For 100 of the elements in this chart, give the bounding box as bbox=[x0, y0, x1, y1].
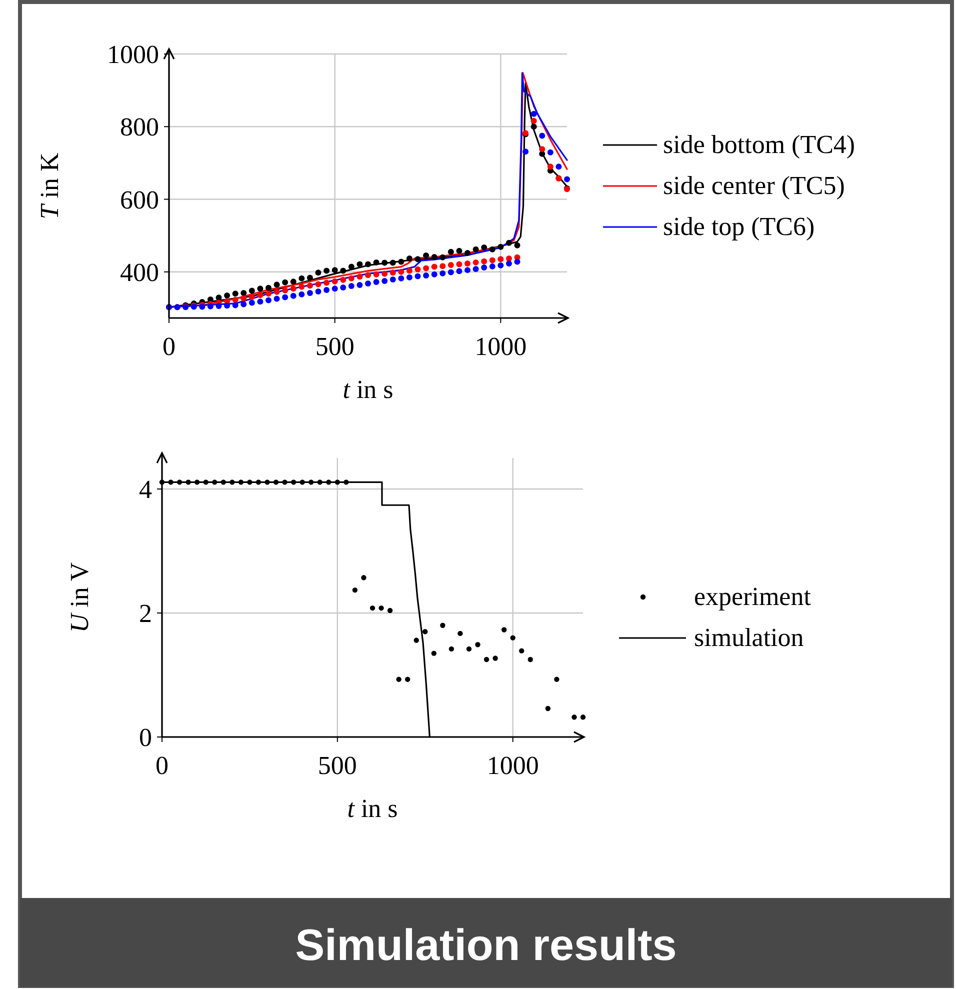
point bbox=[340, 268, 346, 274]
point bbox=[423, 265, 430, 272]
point bbox=[332, 278, 338, 284]
point bbox=[216, 303, 222, 310]
point bbox=[431, 650, 436, 656]
point bbox=[530, 124, 537, 130]
point bbox=[356, 282, 363, 288]
point bbox=[365, 272, 371, 278]
point bbox=[282, 279, 288, 286]
point bbox=[466, 646, 472, 652]
point bbox=[332, 267, 338, 274]
point bbox=[522, 148, 529, 155]
point bbox=[530, 118, 537, 124]
point bbox=[298, 284, 305, 290]
point bbox=[501, 627, 507, 632]
point bbox=[361, 575, 366, 580]
point bbox=[356, 261, 363, 268]
x-tick-label: 500 bbox=[318, 751, 357, 780]
legend-label: experiment bbox=[694, 582, 812, 611]
point bbox=[232, 302, 238, 308]
point bbox=[370, 605, 376, 611]
point bbox=[506, 260, 512, 267]
point bbox=[530, 110, 537, 117]
point bbox=[387, 608, 393, 614]
point bbox=[448, 269, 454, 276]
point bbox=[448, 262, 454, 268]
point bbox=[282, 294, 288, 300]
point bbox=[373, 279, 380, 286]
point bbox=[404, 676, 410, 682]
point bbox=[519, 648, 524, 654]
point bbox=[539, 146, 546, 152]
point bbox=[464, 250, 470, 256]
point bbox=[472, 266, 479, 272]
point bbox=[472, 246, 479, 252]
point bbox=[365, 280, 371, 286]
point bbox=[489, 257, 496, 264]
point bbox=[398, 275, 404, 282]
point bbox=[528, 656, 533, 662]
point bbox=[224, 292, 230, 298]
point bbox=[448, 646, 454, 652]
point bbox=[580, 714, 586, 720]
point bbox=[306, 282, 313, 289]
point bbox=[414, 256, 421, 262]
legend-label: side bottom (TC4) bbox=[663, 130, 856, 159]
point bbox=[572, 714, 577, 720]
y-axis-title: U in V bbox=[65, 562, 94, 633]
point bbox=[514, 242, 520, 248]
point bbox=[431, 271, 438, 278]
point bbox=[290, 292, 296, 299]
point bbox=[240, 301, 247, 308]
point bbox=[414, 638, 419, 643]
point bbox=[274, 296, 280, 302]
point bbox=[481, 244, 488, 251]
point bbox=[274, 282, 280, 288]
point bbox=[315, 281, 322, 288]
point bbox=[324, 268, 330, 274]
point bbox=[564, 176, 570, 182]
point bbox=[492, 656, 498, 661]
point bbox=[472, 259, 479, 266]
point bbox=[282, 287, 288, 294]
legend-label: side top (TC6) bbox=[663, 212, 815, 241]
point bbox=[396, 676, 402, 682]
point bbox=[481, 264, 488, 271]
point bbox=[274, 288, 280, 295]
point bbox=[257, 298, 264, 305]
point bbox=[207, 303, 214, 310]
point bbox=[266, 284, 272, 291]
point bbox=[240, 290, 247, 296]
point bbox=[298, 291, 305, 298]
point bbox=[232, 296, 238, 303]
point bbox=[356, 274, 363, 280]
point bbox=[348, 264, 354, 270]
point bbox=[306, 290, 313, 296]
point bbox=[232, 290, 238, 297]
point bbox=[340, 284, 346, 290]
y-tick-label: 4 bbox=[139, 475, 152, 504]
point bbox=[257, 286, 264, 292]
point bbox=[489, 246, 496, 252]
point bbox=[306, 274, 313, 281]
point bbox=[290, 286, 296, 292]
point bbox=[464, 260, 470, 267]
x-axis-title: t in s bbox=[342, 375, 394, 404]
point bbox=[315, 270, 322, 276]
point bbox=[406, 268, 412, 274]
x-axis-title: t in s bbox=[347, 794, 398, 823]
point bbox=[422, 629, 428, 634]
point bbox=[340, 276, 346, 283]
point bbox=[423, 252, 430, 259]
point bbox=[382, 270, 388, 277]
point bbox=[423, 272, 430, 279]
point bbox=[489, 263, 496, 270]
y-tick-label: 400 bbox=[120, 258, 159, 287]
point bbox=[506, 240, 512, 246]
point bbox=[498, 244, 504, 250]
point bbox=[332, 286, 338, 292]
point bbox=[510, 635, 516, 640]
point bbox=[382, 260, 388, 266]
point bbox=[481, 258, 488, 264]
point bbox=[498, 256, 504, 262]
point bbox=[348, 283, 354, 290]
